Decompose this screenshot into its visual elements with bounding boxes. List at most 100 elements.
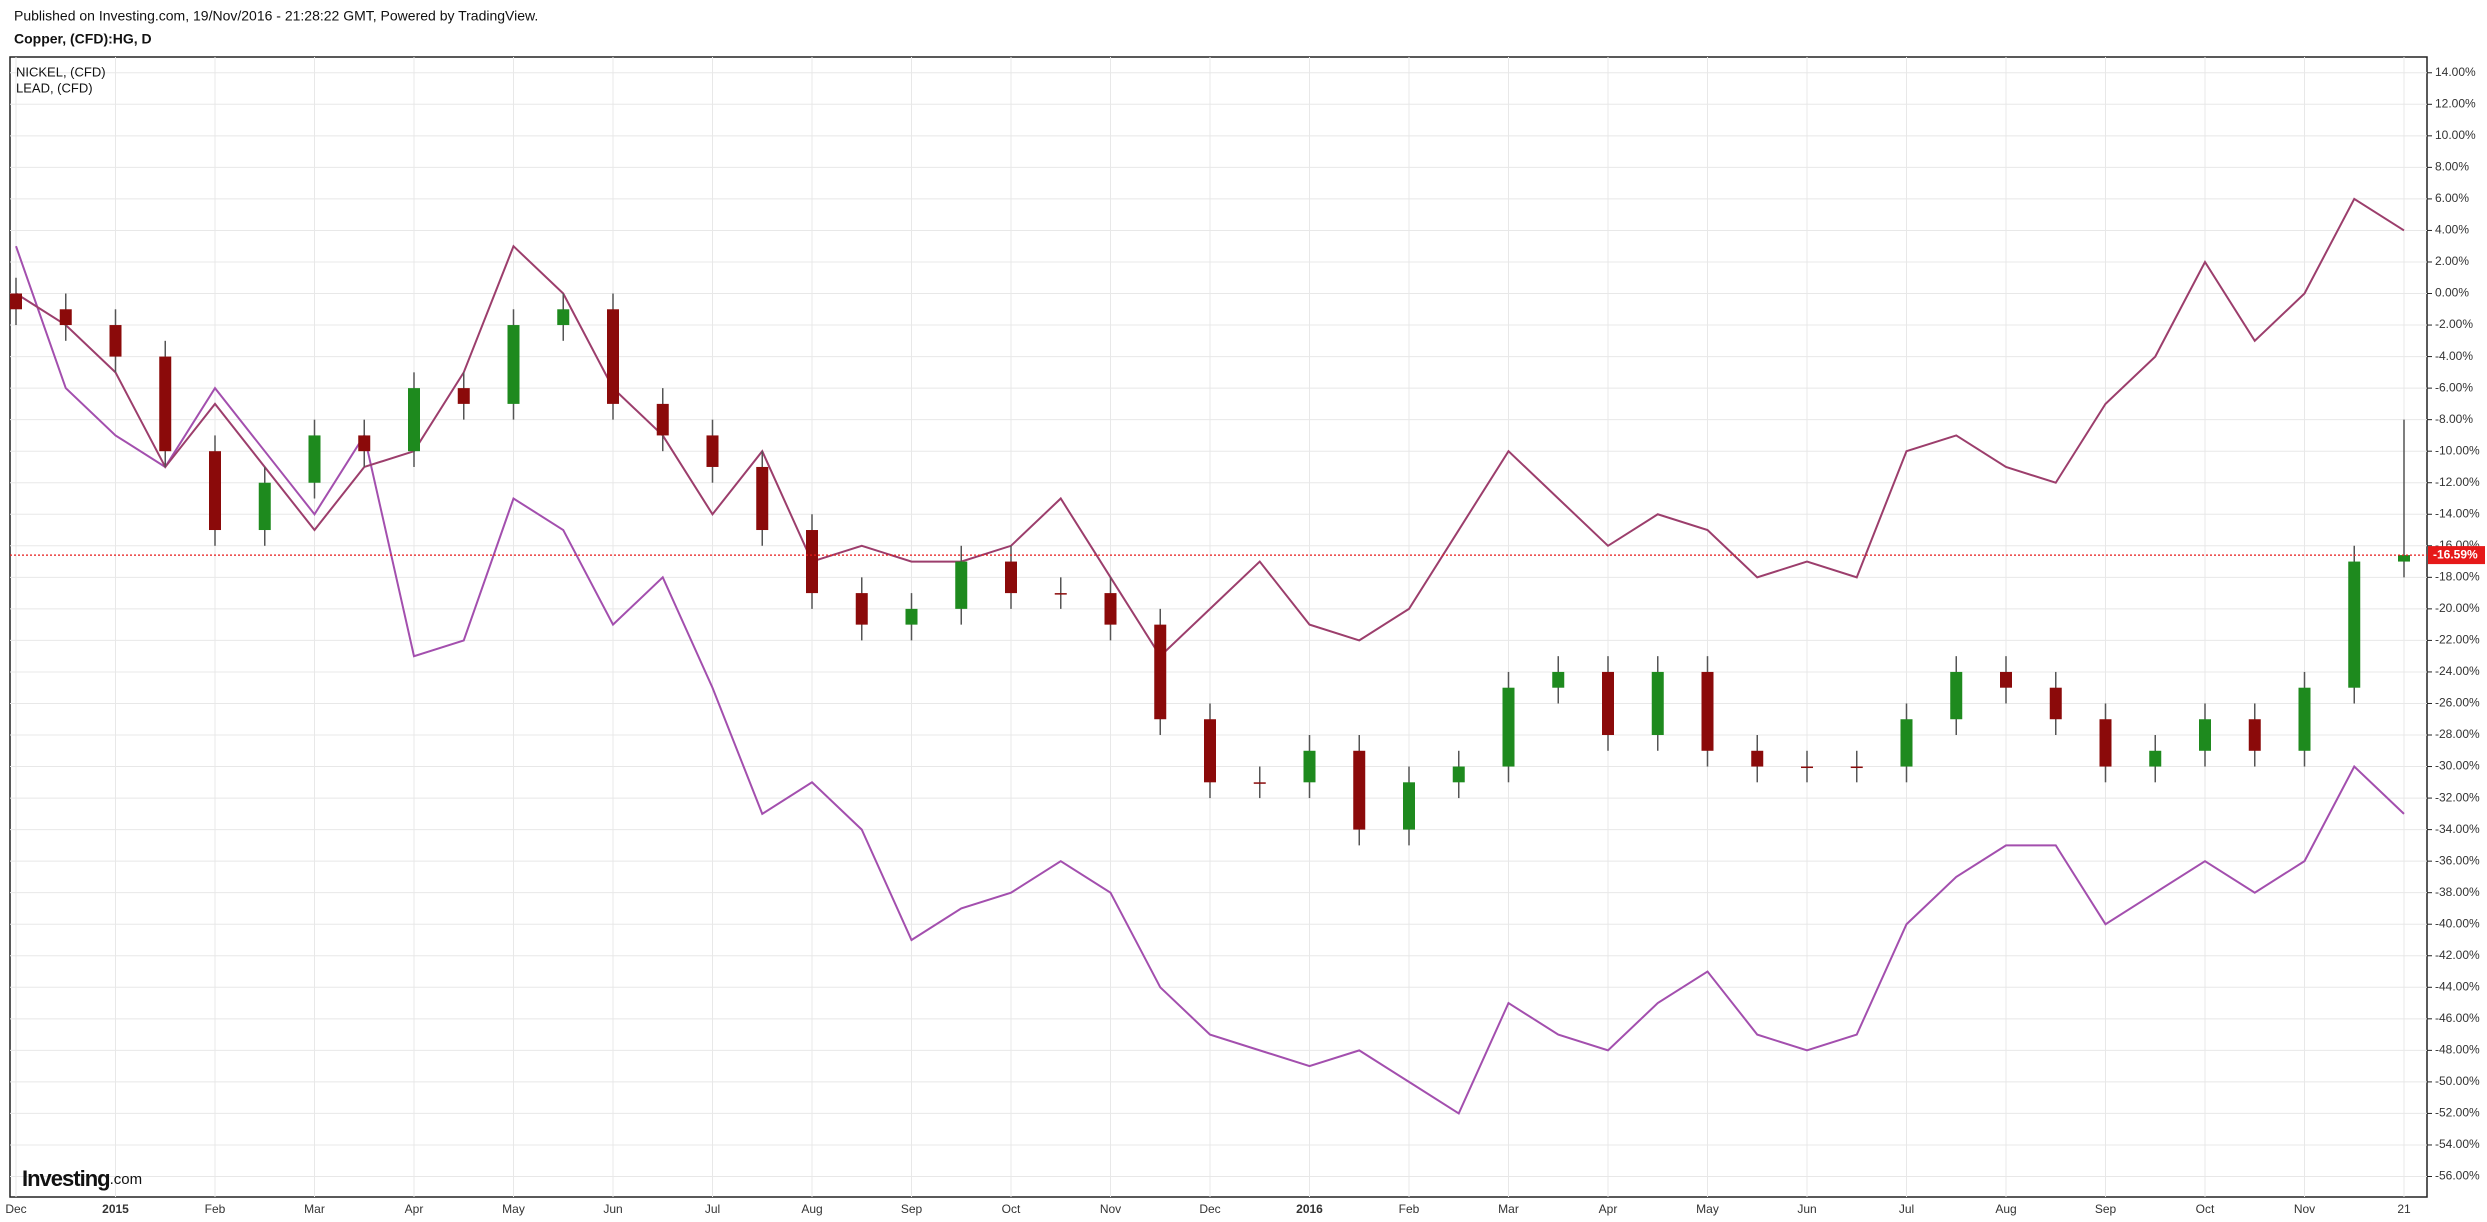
candle-body bbox=[258, 482, 271, 531]
y-tick-label: 4.00% bbox=[2435, 223, 2469, 237]
x-tick-label: Feb bbox=[1399, 1202, 1420, 1216]
candle-body bbox=[109, 325, 122, 357]
x-tick-label: Aug bbox=[1995, 1202, 2016, 1216]
candle-body bbox=[1104, 593, 1117, 625]
candle-body bbox=[358, 435, 371, 452]
x-tick-label: Oct bbox=[1002, 1202, 1021, 1216]
y-tick-label: -4.00% bbox=[2435, 349, 2473, 363]
y-tick-label: -12.00% bbox=[2435, 475, 2480, 489]
y-tick-label: -42.00% bbox=[2435, 948, 2480, 962]
y-tick-label: -28.00% bbox=[2435, 727, 2480, 741]
y-tick-label: -48.00% bbox=[2435, 1043, 2480, 1057]
x-tick-label: Dec bbox=[1199, 1202, 1220, 1216]
candle-body bbox=[507, 325, 520, 404]
x-tick-label: May bbox=[502, 1202, 525, 1216]
y-tick-label: -30.00% bbox=[2435, 759, 2480, 773]
x-tick-label: 2015 bbox=[102, 1202, 129, 1216]
candle-body bbox=[905, 608, 918, 625]
candle-body bbox=[855, 593, 868, 625]
series-line bbox=[15, 245, 2405, 1115]
candle-body bbox=[1651, 671, 1664, 736]
y-tick-label: -34.00% bbox=[2435, 822, 2480, 836]
y-tick-label: 2.00% bbox=[2435, 254, 2469, 268]
candle-body bbox=[10, 293, 22, 310]
y-tick-label: 6.00% bbox=[2435, 191, 2469, 205]
y-tick-label: -20.00% bbox=[2435, 601, 2480, 615]
candle-body bbox=[1950, 671, 1963, 720]
x-tick-label: Mar bbox=[304, 1202, 325, 1216]
y-tick-label: -26.00% bbox=[2435, 696, 2480, 710]
x-tick-label: Dec bbox=[5, 1202, 26, 1216]
y-tick-label: -52.00% bbox=[2435, 1106, 2480, 1120]
y-tick-label: -10.00% bbox=[2435, 443, 2480, 457]
candle-body bbox=[2000, 671, 2012, 688]
x-tick-label: Nov bbox=[2294, 1202, 2315, 1216]
candle-body bbox=[1850, 766, 1863, 769]
candle-body bbox=[2149, 750, 2162, 767]
candle-body bbox=[2248, 719, 2261, 751]
candle-body bbox=[1204, 719, 1216, 783]
candle-body bbox=[607, 309, 619, 404]
x-tick-label: May bbox=[1696, 1202, 1719, 1216]
y-tick-label: -2.00% bbox=[2435, 317, 2473, 331]
candle-body bbox=[408, 388, 420, 452]
candle-body bbox=[955, 561, 968, 609]
x-tick-label: Jun bbox=[603, 1202, 622, 1216]
y-tick-label: 12.00% bbox=[2435, 96, 2476, 110]
candle-body bbox=[1900, 719, 1913, 767]
x-tick-label: 21 bbox=[2397, 1202, 2411, 1216]
candle-body bbox=[706, 435, 719, 467]
x-tick-label: Jul bbox=[705, 1202, 720, 1216]
candle-body bbox=[1303, 750, 1316, 783]
last-price-tag bbox=[2428, 546, 2485, 565]
x-tick-label: Aug bbox=[801, 1202, 822, 1216]
candle-body bbox=[656, 403, 669, 436]
y-tick-label: -24.00% bbox=[2435, 664, 2480, 678]
x-tick-label: Apr bbox=[405, 1202, 424, 1216]
legend-entry: NICKEL, (CFD) bbox=[16, 64, 106, 79]
y-tick-label: -6.00% bbox=[2435, 380, 2473, 394]
candle-body bbox=[1602, 671, 1614, 736]
legend-entry: LEAD, (CFD) bbox=[16, 80, 93, 95]
candle-body bbox=[308, 435, 321, 483]
candle-body bbox=[2049, 687, 2062, 720]
published-note: Published on Investing.com, 19/Nov/2016 … bbox=[14, 8, 538, 24]
symbol-title: Copper, (CFD):HG, D bbox=[14, 31, 152, 47]
x-tick-label: Jul bbox=[1899, 1202, 1914, 1216]
y-tick-label: 14.00% bbox=[2435, 65, 2476, 79]
y-tick-label: -54.00% bbox=[2435, 1137, 2480, 1151]
watermark-main: Investing bbox=[22, 1166, 110, 1191]
candle-body bbox=[1005, 561, 1017, 594]
candle-body bbox=[1751, 750, 1764, 767]
candle-body bbox=[1403, 782, 1415, 830]
candle-body bbox=[1701, 671, 1714, 751]
y-tick-label: 0.00% bbox=[2435, 286, 2469, 300]
y-tick-label: 8.00% bbox=[2435, 160, 2469, 174]
x-tick-label: Mar bbox=[1498, 1202, 1519, 1216]
candle-body bbox=[1452, 766, 1465, 783]
candle-body bbox=[557, 309, 570, 326]
chart-frame bbox=[9, 56, 2428, 1198]
candle-body bbox=[1552, 671, 1565, 688]
candle-body bbox=[1154, 624, 1167, 720]
candle-body bbox=[159, 356, 172, 452]
y-tick-label: -38.00% bbox=[2435, 885, 2480, 899]
candle-body bbox=[2348, 561, 2361, 688]
x-tick-label: Oct bbox=[2196, 1202, 2215, 1216]
y-tick-label: -36.00% bbox=[2435, 853, 2480, 867]
candle-body bbox=[2398, 555, 2410, 562]
x-tick-label: Feb bbox=[205, 1202, 226, 1216]
candle-body bbox=[1801, 766, 1813, 769]
y-tick-label: -46.00% bbox=[2435, 1011, 2480, 1025]
candle-body bbox=[59, 309, 72, 326]
candle-body bbox=[806, 530, 818, 594]
last-price-label: -16.59% bbox=[2433, 547, 2478, 561]
y-tick-label: -22.00% bbox=[2435, 633, 2480, 647]
x-tick-label: Apr bbox=[1599, 1202, 1618, 1216]
y-tick-label: -40.00% bbox=[2435, 916, 2480, 930]
watermark-suffix: .com bbox=[110, 1171, 143, 1188]
candle-body bbox=[209, 451, 221, 531]
x-tick-label: Nov bbox=[1100, 1202, 1121, 1216]
x-tick-label: Jun bbox=[1797, 1202, 1816, 1216]
